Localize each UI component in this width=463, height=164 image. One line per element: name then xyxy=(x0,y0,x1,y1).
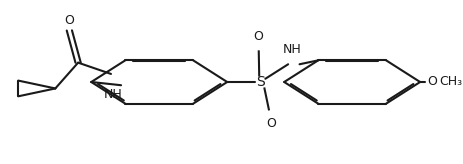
Text: NH: NH xyxy=(282,43,300,56)
Text: O: O xyxy=(64,14,74,27)
Text: CH₃: CH₃ xyxy=(438,75,462,89)
Text: O: O xyxy=(252,30,262,43)
Text: S: S xyxy=(255,75,264,89)
Text: NH: NH xyxy=(104,88,122,102)
Text: O: O xyxy=(426,75,437,89)
Text: O: O xyxy=(265,117,275,131)
